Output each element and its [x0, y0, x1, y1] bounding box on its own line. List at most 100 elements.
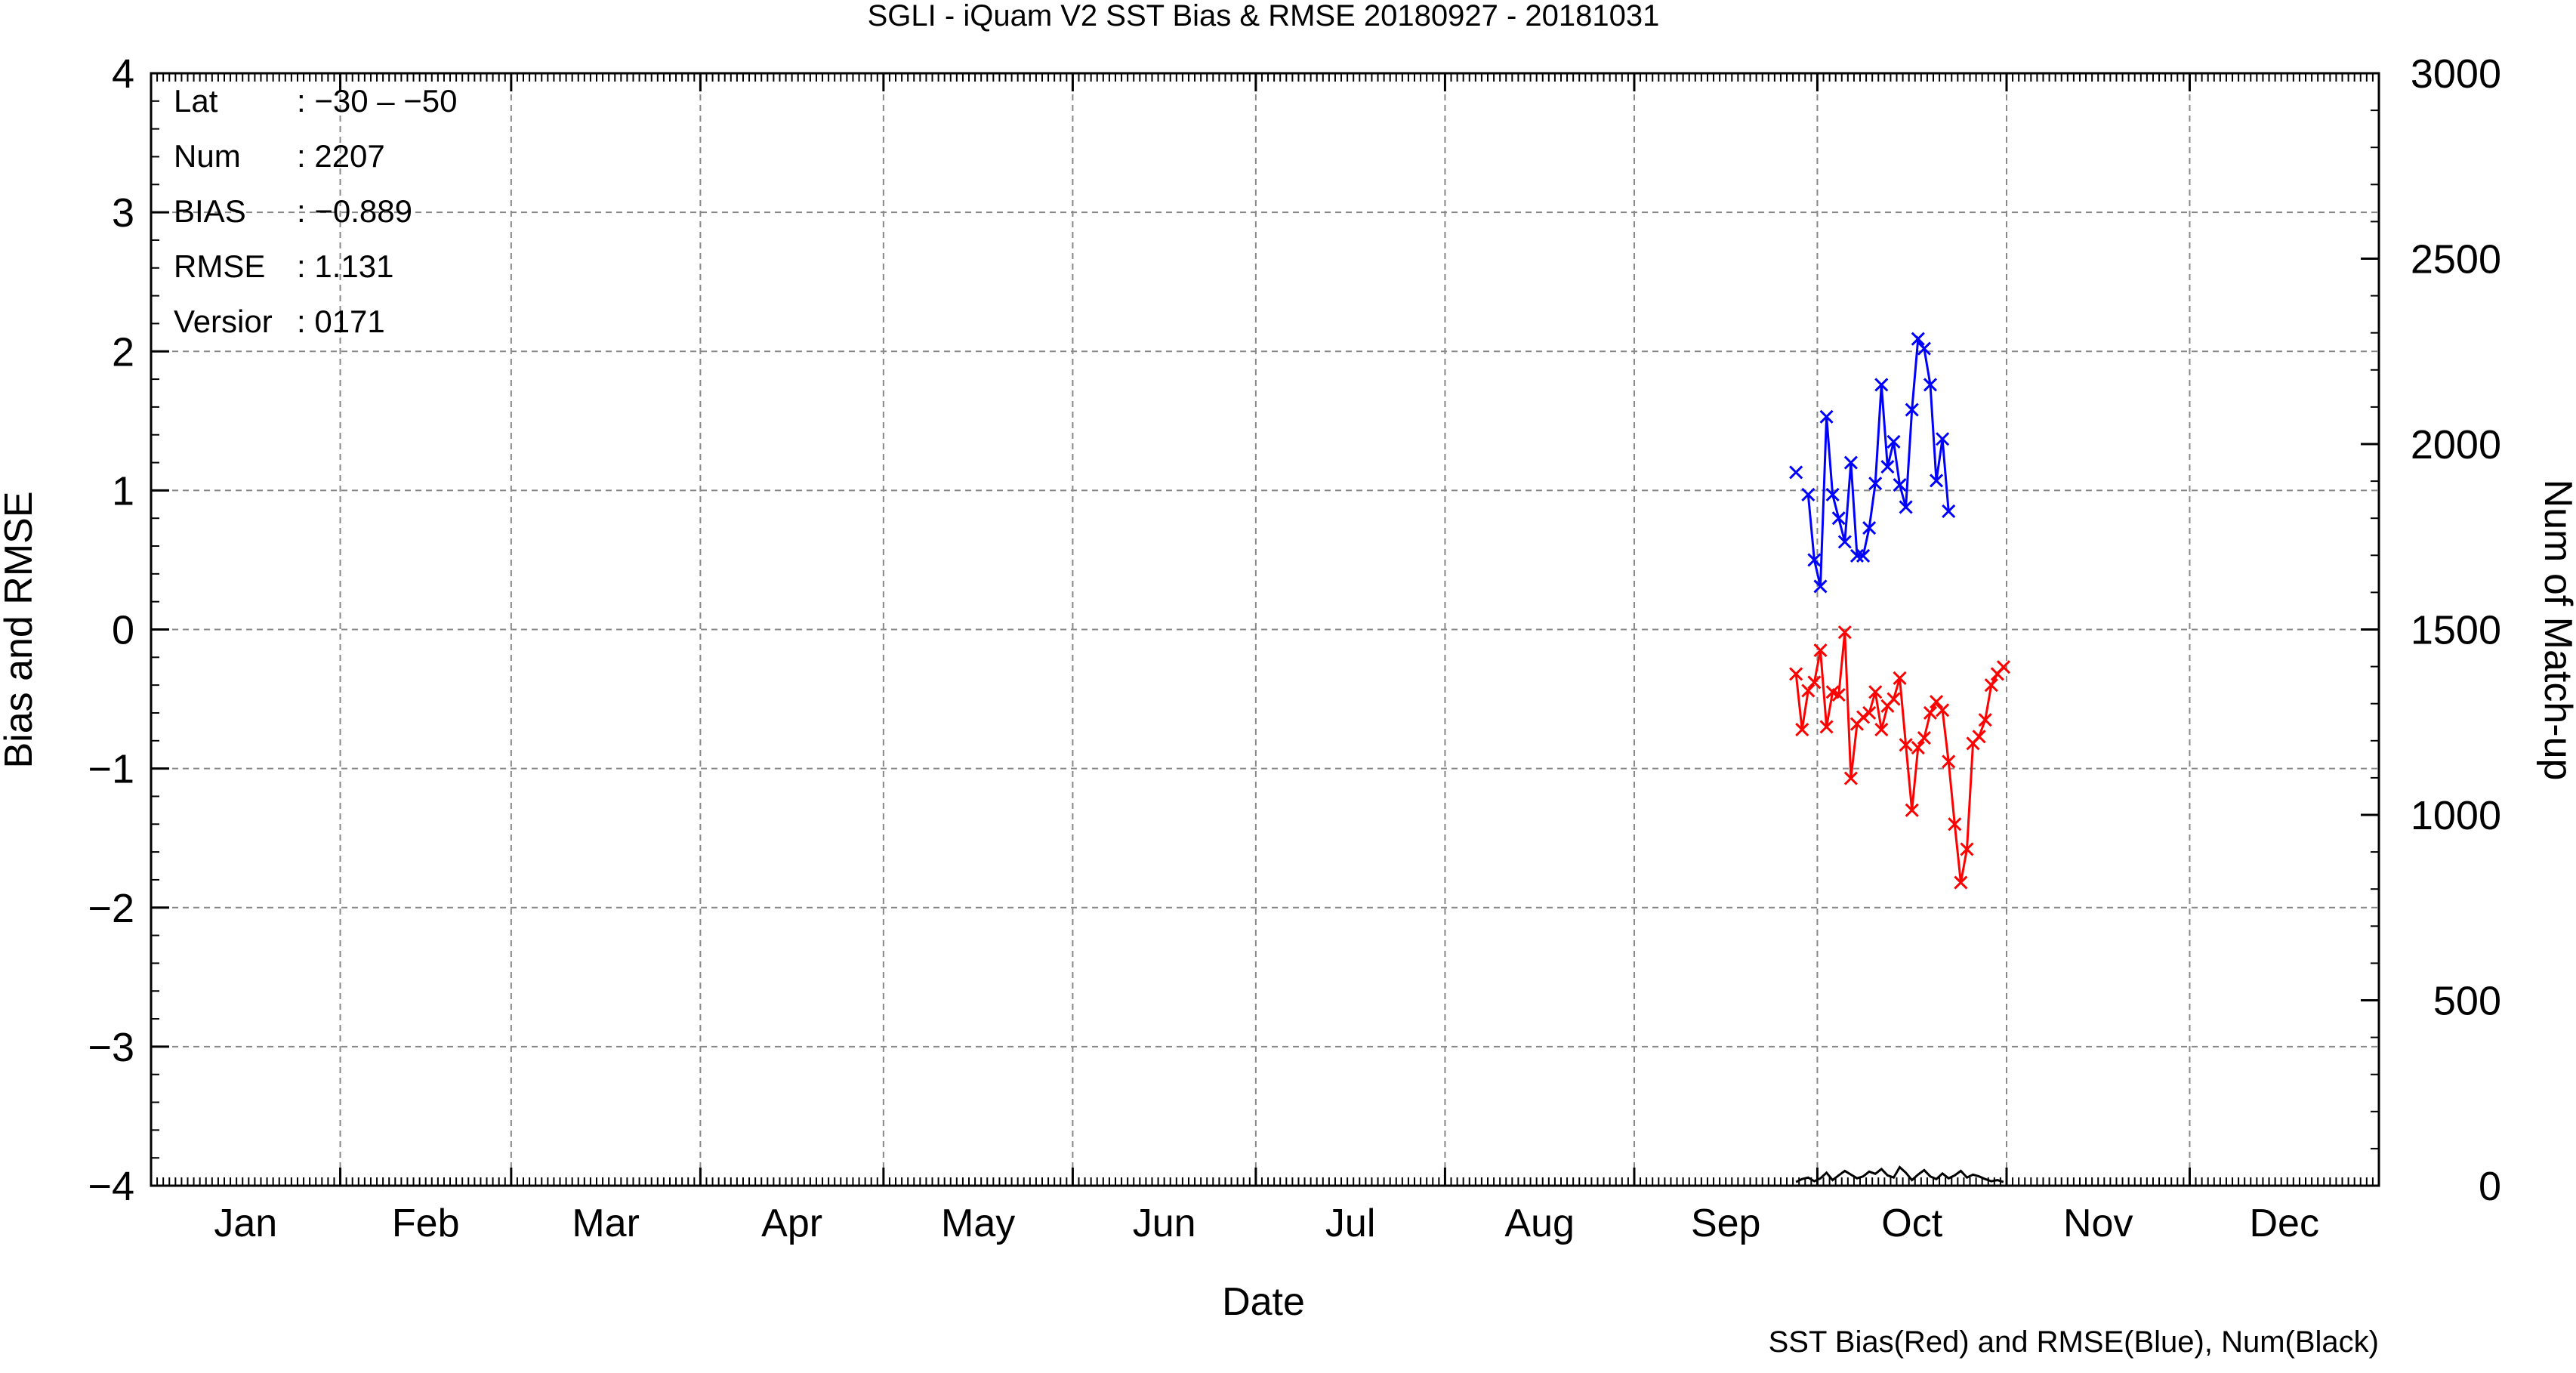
data-point	[1942, 754, 1956, 769]
data-point	[1936, 703, 1950, 717]
y-tick-label: 3	[112, 190, 134, 236]
data-point	[1874, 378, 1889, 392]
data-point	[1960, 842, 1974, 856]
series-num	[1795, 1165, 2004, 1183]
stats-rmse-value: : 1.131	[297, 248, 393, 284]
data-point	[1936, 432, 1950, 446]
x-tick-label: Jun	[1133, 1202, 1196, 1245]
x-tick-label: Feb	[392, 1202, 460, 1245]
stats-bias-value: : −0.889	[297, 193, 412, 229]
data-point	[1837, 535, 1852, 549]
right-y-tick-labels: 3000 2500 2000 1500 1000 500 0	[2411, 51, 2501, 1209]
data-point	[1886, 434, 1901, 449]
month-tick-labels: Jan Feb Mar Apr May Jun Jul Aug Sep Oct Nov Dec	[214, 1202, 2319, 1245]
series-rmse	[1789, 332, 1956, 594]
stats-lat-value: : −30 – −50	[297, 83, 458, 119]
x-tick-label: Dec	[2249, 1202, 2318, 1245]
data-point	[1996, 660, 2011, 674]
data-point	[1801, 683, 1816, 698]
data-point	[1843, 771, 1858, 785]
data-point	[1807, 553, 1822, 567]
y-tick-label: −4	[88, 1164, 134, 1209]
series-bias	[1789, 625, 2011, 890]
data-point	[1899, 738, 1913, 752]
data-point	[1954, 875, 1968, 890]
plot-frame	[150, 72, 2380, 1187]
x-tick-label: May	[941, 1202, 1015, 1245]
stats-version-label: Versior	[174, 304, 273, 339]
data-point	[1813, 643, 1828, 658]
y-tick-label: −1	[88, 747, 134, 792]
data-point	[1837, 625, 1852, 640]
stats-version-value: : 0171	[297, 304, 385, 339]
stats-rmse-label: RMSE	[174, 248, 265, 284]
data-point	[1874, 723, 1889, 737]
y2-tick-label: 3000	[2411, 51, 2501, 97]
data-point	[1905, 803, 1919, 817]
data-point	[1813, 579, 1828, 594]
data-point	[1917, 341, 1931, 356]
stats-bias-label: BIAS	[174, 193, 246, 229]
data-point	[1856, 710, 1871, 724]
data-point	[1795, 723, 1809, 737]
data-point	[1929, 474, 1944, 488]
data-point	[1807, 675, 1822, 690]
x-tick-label: Jul	[1325, 1202, 1375, 1245]
data-point	[1972, 730, 1986, 744]
data-point	[1942, 504, 1956, 519]
stats-num-label: Num	[174, 138, 241, 174]
x-tick-label: Sep	[1691, 1202, 1761, 1245]
data-point	[1868, 477, 1883, 491]
data-point	[1911, 332, 1925, 346]
data-point	[1819, 409, 1834, 424]
stats-num-value: : 2207	[297, 138, 385, 174]
stats-lat-label: Lat	[174, 83, 218, 119]
x-axis-label: Date	[1222, 1280, 1305, 1324]
stats-box: Lat : −30 – −50 Num : 2207 BIAS : −0.889…	[174, 83, 458, 339]
data-point	[1978, 713, 1992, 727]
data-point	[1893, 477, 1907, 492]
series-line	[1795, 1165, 2004, 1183]
x-tick-label: Mar	[572, 1202, 640, 1245]
y2-tick-label: 500	[2433, 979, 2501, 1024]
left-y-tick-labels: 4 3 2 1 0 −1 −2 −3 −4	[88, 51, 134, 1209]
y-tick-label: 0	[112, 608, 134, 653]
y-tick-label: 4	[112, 51, 134, 97]
data-point	[1831, 511, 1846, 526]
data-point	[1849, 548, 1865, 563]
x-tick-label: Aug	[1504, 1202, 1575, 1245]
x-tick-label: Oct	[1881, 1202, 1942, 1245]
data-point	[1923, 378, 1938, 392]
x-tick-label: Jan	[214, 1202, 277, 1245]
data-point	[1880, 460, 1895, 474]
data-point	[1948, 817, 1962, 832]
y-tick-label: 1	[112, 468, 134, 514]
x-tick-label: Apr	[761, 1202, 822, 1245]
data-point	[1789, 667, 1803, 681]
y-tick-label: 2	[112, 329, 134, 375]
y2-tick-label: 2500	[2411, 237, 2501, 282]
y2-tick-label: 1000	[2411, 793, 2501, 838]
data-point	[1825, 487, 1840, 501]
data-point	[1899, 500, 1913, 514]
data-point	[1862, 705, 1877, 720]
y-tick-label: −2	[88, 886, 134, 931]
data-point	[1862, 521, 1877, 535]
data-point	[1856, 548, 1871, 563]
data-point	[1831, 687, 1846, 702]
data-point	[1929, 695, 1944, 709]
data-point	[1819, 720, 1834, 734]
data-point	[1893, 671, 1907, 686]
chart-title: SGLI - iQuam V2 SST Bias & RMSE 20180927…	[868, 0, 1660, 32]
data-point	[1843, 455, 1858, 470]
y-axis-label: Bias and RMSE	[0, 491, 41, 768]
data-point	[1984, 678, 1998, 693]
y2-tick-label: 0	[2479, 1164, 2501, 1209]
data-point	[1789, 465, 1803, 480]
y2-tick-label: 1500	[2411, 608, 2501, 653]
y2-axis-label: Num of Match-up	[2536, 480, 2576, 781]
footnote: SST Bias(Red) and RMSE(Blue), Num(Black)	[1769, 1325, 2379, 1359]
